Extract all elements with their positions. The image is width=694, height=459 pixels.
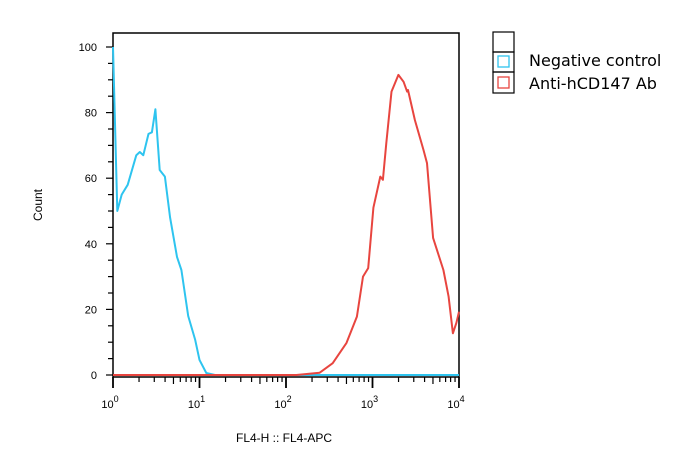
y-tick-label: 0 xyxy=(91,370,97,382)
legend-cell xyxy=(492,71,515,94)
x-tick-label: 102 xyxy=(274,394,291,411)
series-line-1 xyxy=(113,73,460,376)
plot-frame xyxy=(112,32,460,378)
y-tick-label: 20 xyxy=(85,304,97,316)
legend-label-anti-hcd147: Anti-hCD147 Ab xyxy=(529,74,657,93)
legend-swatch-anti-hcd147 xyxy=(497,76,510,89)
x-tick-label: 100 xyxy=(101,394,118,411)
legend-header-cell xyxy=(492,31,515,53)
x-tick-label: 101 xyxy=(188,394,205,411)
y-axis-label: Count xyxy=(31,188,45,221)
legend-cell xyxy=(492,51,515,73)
y-tick-label: 40 xyxy=(85,239,97,251)
y-tick-label: 100 xyxy=(79,42,97,54)
y-tick-label: 60 xyxy=(85,173,97,185)
x-axis-label: FL4-H :: FL4-APC xyxy=(236,431,332,445)
x-tick-label: 103 xyxy=(361,394,378,411)
x-tick-label: 104 xyxy=(447,394,464,411)
legend-swatch-negative-control xyxy=(497,55,510,68)
legend-label-negative-control: Negative control xyxy=(529,51,661,70)
y-tick-label: 80 xyxy=(85,108,97,120)
legend: Negative control Anti-hCD147 Ab xyxy=(492,31,661,94)
series-line-0 xyxy=(112,46,459,376)
